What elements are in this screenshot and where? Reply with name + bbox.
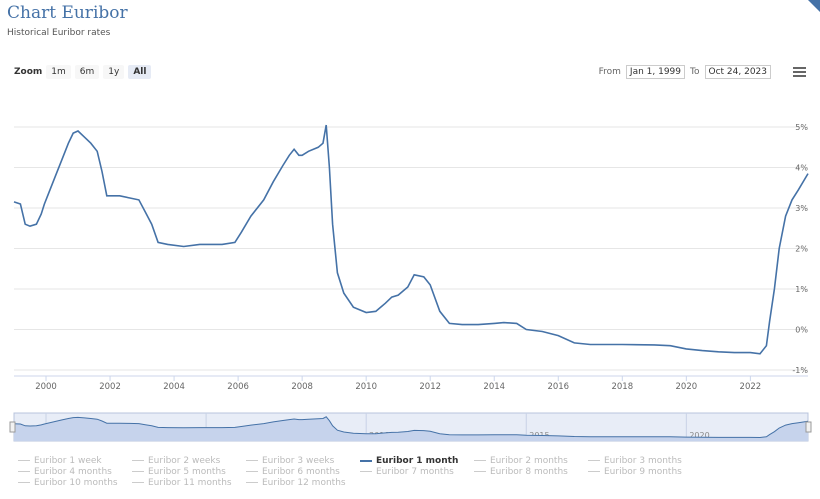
x-tick-label: 2022 [740,382,762,392]
legend-item-euribor-7-months[interactable]: Euribor 7 months [360,466,474,477]
axes: 5% 4% 3% 2% 1% 0% -1% 2000 2002 2004 2006 2008 2010 2… [14,123,808,392]
legend-item-euribor-10-months[interactable]: Euribor 10 months [18,477,132,488]
legend: Euribor 1 week Euribor 2 weeks Euribor 3… [18,455,702,488]
navigator-line [13,416,809,439]
zoom-label: Zoom [14,67,43,77]
legend-item-euribor-5-months[interactable]: Euribor 5 months [132,466,246,477]
legend-item-euribor-4-months[interactable]: Euribor 4 months [18,466,132,477]
x-tick-label: 2006 [227,382,249,392]
y-tick-label: 3% [795,204,808,213]
y-tick-label: 1% [795,285,808,294]
to-label: To [690,67,700,77]
x-tick-label: 2002 [99,382,121,392]
date-range: From Jan 1, 1999 To Oct 24, 2023 [599,65,776,79]
navigator-area [14,416,808,441]
x-tick-label: 2014 [483,382,505,392]
zoom-1y-button[interactable]: 1y [103,65,125,79]
page-subtitle: Historical Euribor rates [7,28,111,38]
corner-ribbon-icon [808,0,820,12]
from-label: From [598,67,621,77]
to-date-input[interactable]: Oct 24, 2023 [704,65,771,79]
legend-row: Euribor 4 months Euribor 5 months Euribo… [18,466,702,477]
x-tick-label: 2012 [419,382,441,392]
navigator-left-handle[interactable] [9,421,16,433]
zoom-1m-button[interactable]: 1m [46,65,71,79]
legend-item-euribor-2-weeks[interactable]: Euribor 2 weeks [132,455,246,466]
hamburger-menu-icon[interactable] [793,67,806,79]
legend-row: Euribor 10 months Euribor 11 months Euri… [18,477,702,488]
x-tick-label: 2018 [611,382,633,392]
page-title: Chart Euribor [7,3,128,23]
legend-item-euribor-12-months[interactable]: Euribor 12 months [246,477,360,488]
legend-row: Euribor 1 week Euribor 2 weeks Euribor 3… [18,455,702,466]
legend-item-euribor-1-week[interactable]: Euribor 1 week [18,455,132,466]
legend-item-euribor-3-weeks[interactable]: Euribor 3 weeks [246,455,360,466]
x-tick-label: 2008 [291,382,313,392]
x-tick-label: 2010 [355,382,377,392]
zoom-selector: Zoom 1m 6m 1y All [14,65,155,79]
series-line-euribor-1-month [13,124,809,355]
y-tick-label: 5% [795,123,808,132]
legend-item-euribor-6-months[interactable]: Euribor 6 months [246,466,360,477]
zoom-6m-button[interactable]: 6m [74,65,100,79]
zoom-all-button[interactable]: All [128,65,152,79]
legend-item-euribor-1-month[interactable]: Euribor 1 month [360,455,474,466]
legend-item-euribor-3-months[interactable]: Euribor 3 months [588,455,702,466]
from-date-input[interactable]: Jan 1, 1999 [625,65,686,79]
legend-item-euribor-2-months[interactable]: Euribor 2 months [474,455,588,466]
y-tick-label: 0% [795,326,808,335]
grid-lines [14,126,808,371]
navigator-tick-label: 2020 [689,431,709,440]
y-tick-label: 2% [795,245,808,254]
x-tick-label: 2016 [547,382,569,392]
x-tick-label: 2004 [163,382,185,392]
x-tick-label: 2000 [35,382,57,392]
x-tick-label: 2020 [676,382,698,392]
y-tick-label: -1% [792,366,808,375]
legend-item-euribor-8-months[interactable]: Euribor 8 months [474,466,588,477]
navigator-right-handle[interactable] [805,421,812,433]
legend-item-euribor-11-months[interactable]: Euribor 11 months [132,477,246,488]
y-tick-label: 4% [795,164,808,173]
legend-item-euribor-9-months[interactable]: Euribor 9 months [588,466,702,477]
